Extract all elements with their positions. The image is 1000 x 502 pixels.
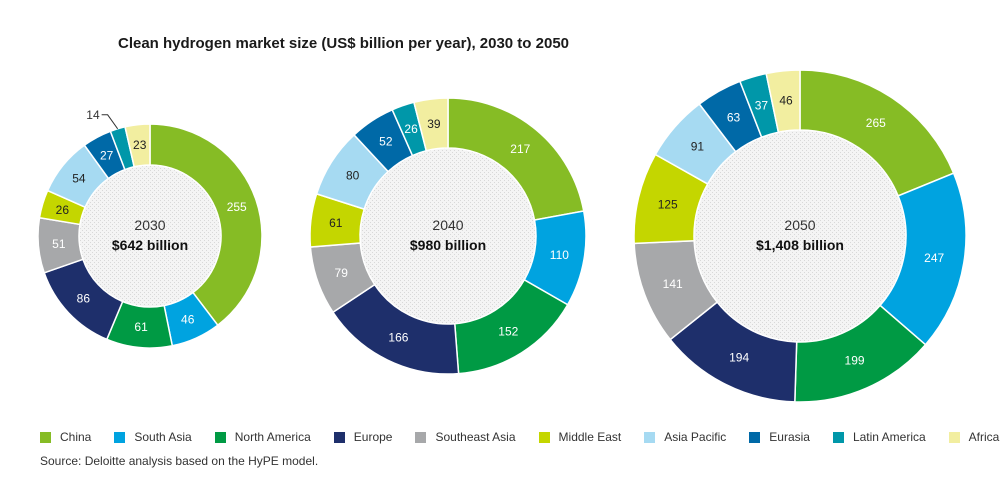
data-label: 61 [134,320,148,334]
data-label: 194 [729,351,749,365]
legend-swatch [333,431,345,443]
slice-2030-africa [124,123,151,168]
source-note: Source: Deloitte analysis based on the H… [40,454,319,468]
legend-swatch [114,431,126,443]
legend-label: Europe [353,430,393,444]
data-label: 79 [335,266,349,280]
data-label: 91 [691,140,705,154]
legend-label: Eurasia [769,430,810,444]
data-label: 46 [779,94,793,108]
data-label: 80 [346,168,360,182]
data-label: 110 [550,248,569,262]
legend-label: Asia Pacific [664,430,727,444]
data-label: 51 [52,237,66,251]
center-year-label: 2050 [784,217,815,233]
legend-label: Middle East [558,430,622,444]
data-label: 217 [510,142,530,156]
legend-swatch [749,431,761,443]
data-label: 166 [388,331,408,345]
data-label: 86 [77,292,91,306]
legend-swatch [538,431,550,443]
center-year-label: 2040 [432,217,463,233]
data-label: 125 [658,197,678,211]
data-label: 63 [727,110,741,124]
data-label: 37 [755,99,769,113]
legend-swatch [214,431,226,443]
chart-title: Clean hydrogen market size (US$ billion … [118,35,570,52]
donut-center-2040 [360,148,536,324]
donut-2050: 265 247 199 194 141 125 91 63 37 46 2050 $1,408 bil… [633,69,967,403]
data-label: 23 [133,138,147,152]
data-label: 14 [86,108,100,122]
legend-item: Eurasia [749,430,810,444]
leader-line [101,114,119,130]
legend-label: Africa [968,430,1000,444]
data-label: 247 [924,251,944,265]
legend-item: North America [214,430,311,444]
data-label: 52 [379,135,393,149]
legend: China South Asia North America Europe Southe… [40,430,1000,444]
legend-item: Europe [333,430,393,444]
legend-item: Asia Pacific [644,430,726,444]
slice-2040-africa [413,97,449,152]
data-label: 26 [404,122,418,136]
data-label: 152 [498,325,518,339]
donut-charts: 255 46 61 86 51 26 54 27 14 23 2030 $642 billion 217… [37,69,967,403]
legend-label: North America [234,430,311,444]
data-label: 46 [181,312,195,326]
data-label: 39 [427,117,441,131]
legend-item: Africa [948,430,1000,444]
donut-2040: 217 110 152 166 79 61 80 52 26 39 2040 $980 billion [309,97,587,375]
center-total-label: $980 billion [410,237,486,253]
legend-label: Southeast Asia [435,430,516,444]
donut-center-2050 [694,130,906,342]
slice-2030-china [149,123,263,327]
data-label: 141 [663,277,683,291]
legend-swatch [644,431,656,443]
center-total-label: $642 billion [112,237,188,253]
donut-2030: 255 46 61 86 51 26 54 27 14 23 2030 $642 billion [37,108,263,349]
legend-swatch [40,431,51,443]
center-year-label: 2030 [134,217,165,233]
data-label: 265 [866,116,886,130]
legend-label: South Asia [134,430,192,444]
data-label: 255 [227,200,247,214]
donut-center-2030 [79,165,221,307]
legend-item: Middle East [538,430,622,444]
data-label: 199 [845,354,865,368]
center-total-label: $1,408 billion [756,237,844,253]
slice-2050-africa [765,69,801,134]
data-label: 26 [56,203,70,217]
legend-item: Southeast Asia [415,430,516,444]
legend-swatch [948,431,960,443]
legend-label: China [60,430,92,444]
legend-item: South Asia [114,430,192,444]
data-label: 54 [72,171,86,185]
legend-swatch [415,431,427,443]
legend-item: Latin America [832,430,926,444]
legend-swatch [832,431,844,443]
legend-label: Latin America [852,430,926,444]
data-label: 27 [100,148,114,162]
legend-item: China [40,430,91,444]
data-label: 61 [329,216,343,230]
